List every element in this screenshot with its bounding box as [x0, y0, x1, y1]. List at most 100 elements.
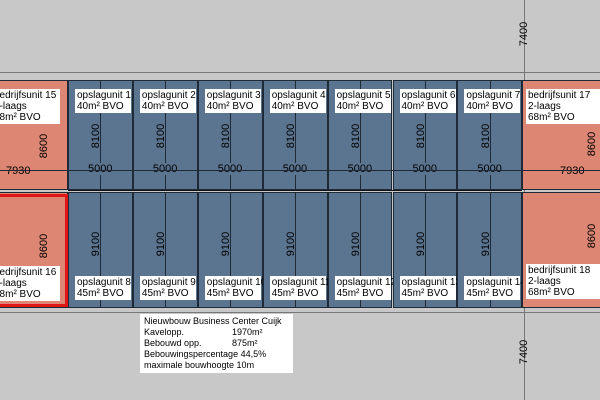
unit-name: opslagunit 4: [271, 90, 326, 101]
unit-name: bedrijfsunit 18: [528, 265, 591, 276]
row-separator: [68, 190, 522, 191]
dim-storage-width: 5000: [88, 163, 113, 175]
dimension-line: [295, 192, 297, 308]
unit-name: opslagunit 2: [141, 90, 196, 101]
unit-area: 40m² BVO: [466, 101, 514, 112]
dim-storage-depth: 9100: [155, 231, 168, 257]
dim-row-depth: 8600: [586, 223, 598, 249]
unit-name: bedrijfsunit 17: [528, 90, 591, 101]
unit-name: opslagunit 8: [77, 277, 131, 288]
unit-name: opslagunit 9: [141, 277, 196, 288]
built-area-label: Bebouwd opp.: [144, 338, 202, 348]
unit-name: opslagunit 13: [401, 277, 462, 288]
dim-end-width: 7930: [6, 165, 31, 177]
grid-line: [0, 312, 600, 313]
storage-unit-label: opslagunit 11 45m² BVO: [269, 276, 331, 300]
dimension-line: [360, 80, 362, 190]
unit-floors: 2-laags: [0, 278, 27, 289]
dim-storage-depth: 8100: [90, 123, 103, 149]
unit-name: opslagunit 5: [336, 90, 391, 101]
unit-name: bedrijfsunit 15: [0, 90, 57, 101]
dimension-line: [424, 80, 426, 190]
dim-top-setback: 7400: [518, 21, 530, 47]
unit-area: 45m² BVO: [466, 288, 514, 299]
unit-area: 40m² BVO: [77, 101, 124, 112]
dim-storage-depth: 8100: [479, 123, 492, 149]
business-unit-18-label: bedrijfsunit 18 2-laags 68m² BVO: [526, 264, 600, 299]
business-unit-15-label: bedrijfsunit 15 2-laags 68m² BVO: [0, 89, 60, 124]
dim-storage-width: 5000: [477, 163, 502, 175]
storage-unit-label: opslagunit 3 40m² BVO: [204, 89, 261, 113]
dim-storage-depth: 9100: [350, 231, 363, 257]
built-area-row: Bebouwd opp. 875m²: [144, 338, 289, 349]
unit-area: 40m² BVO: [336, 101, 384, 112]
storage-unit-label: opslagunit 14 45m² BVO: [464, 276, 526, 300]
dim-storage-depth: 8100: [155, 123, 168, 149]
storage-unit-label: opslagunit 5 40m² BVO: [334, 89, 391, 113]
built-area-value: 875m²: [232, 338, 258, 348]
dim-storage-depth: 8100: [414, 123, 427, 149]
dim-row-depth: 8600: [586, 131, 598, 157]
unit-area: 68m² BVO: [528, 112, 575, 123]
dim-storage-width: 5000: [412, 163, 437, 175]
unit-name: opslagunit 14: [466, 277, 526, 288]
dim-storage-depth: 8100: [350, 123, 363, 149]
business-unit-16-label: bedrijfsunit 16 2-laags 68m² BVO: [0, 266, 60, 301]
unit-name: opslagunit 3: [206, 90, 261, 101]
dimension-line: [100, 192, 102, 308]
unit-name: opslagunit 7: [466, 90, 521, 101]
plot-area-value: 1970m²: [232, 327, 263, 337]
unit-area: 45m² BVO: [141, 288, 189, 299]
storage-unit-label: opslagunit 1 40m² BVO: [75, 89, 131, 113]
dimension-line: [100, 80, 102, 190]
storage-unit-label: opslagunit 4 40m² BVO: [269, 89, 326, 113]
unit-area: 40m² BVO: [271, 101, 319, 112]
unit-name: opslagunit 11: [271, 277, 331, 288]
dim-row-depth: 8600: [38, 133, 50, 159]
dimension-line: [360, 192, 362, 308]
selected-unit-highlight[interactable]: [0, 194, 68, 307]
dim-storage-depth: 9100: [90, 231, 103, 257]
unit-area: 45m² BVO: [401, 288, 449, 299]
dimension-line: [165, 192, 167, 308]
max-height-text: maximale bouwhoogte 10m: [144, 360, 255, 370]
dim-storage-width: 5000: [152, 163, 178, 175]
storage-unit-label: opslagunit 6 40m² BVO: [399, 89, 456, 113]
unit-area: 40m² BVO: [401, 101, 449, 112]
dim-end-width: 7930: [560, 165, 585, 177]
unit-area: 40m² BVO: [141, 101, 189, 112]
dim-storage-width: 5000: [217, 163, 243, 175]
unit-floors: 2-laags: [0, 101, 27, 112]
dimension-line: [489, 80, 491, 190]
unit-area: 45m² BVO: [206, 288, 254, 299]
storage-unit-label: opslagunit 2 40m² BVO: [139, 89, 196, 113]
dimension-line: [230, 192, 232, 308]
project-title: Nieuwbouw Business Center Cuijk: [144, 316, 282, 326]
unit-floors: 2-laags: [528, 101, 561, 112]
storage-unit-label: opslagunit 12 45m² BVO: [334, 276, 396, 300]
dimension-line: [295, 80, 297, 190]
dim-storage-depth: 9100: [285, 231, 298, 257]
business-unit-17-label: bedrijfsunit 17 2-laags 68m² BVO: [526, 89, 600, 124]
dim-storage-depth: 9100: [414, 231, 427, 257]
unit-area: 68m² BVO: [528, 287, 575, 298]
unit-name: opslagunit 1: [77, 90, 131, 101]
dim-storage-depth: 8100: [285, 123, 298, 149]
storage-unit-label: opslagunit 13 45m² BVO: [399, 276, 462, 300]
dimension-line: [424, 192, 426, 308]
unit-name: opslagunit 6: [401, 90, 456, 101]
unit-area: 45m² BVO: [271, 288, 319, 299]
unit-name: bedrijfsunit 16: [0, 267, 57, 278]
storage-unit-label: opslagunit 10 45m² BVO: [204, 276, 267, 300]
unit-area: 45m² BVO: [77, 288, 124, 299]
grid-line: [0, 72, 600, 73]
dimension-line: [165, 80, 167, 190]
unit-area: 68m² BVO: [0, 289, 41, 300]
project-info-box: Nieuwbouw Business Center Cuijk Kavelopp…: [140, 314, 293, 373]
dimension-line: [489, 192, 491, 308]
storage-unit-label: opslagunit 8 45m² BVO: [75, 276, 131, 300]
unit-name: opslagunit 10: [206, 277, 267, 288]
storage-unit-label: opslagunit 9 45m² BVO: [139, 276, 196, 300]
coverage-text: Bebouwingspercentage 44,5%: [144, 349, 267, 359]
plot-area-label: Kavelopp.: [144, 327, 185, 337]
